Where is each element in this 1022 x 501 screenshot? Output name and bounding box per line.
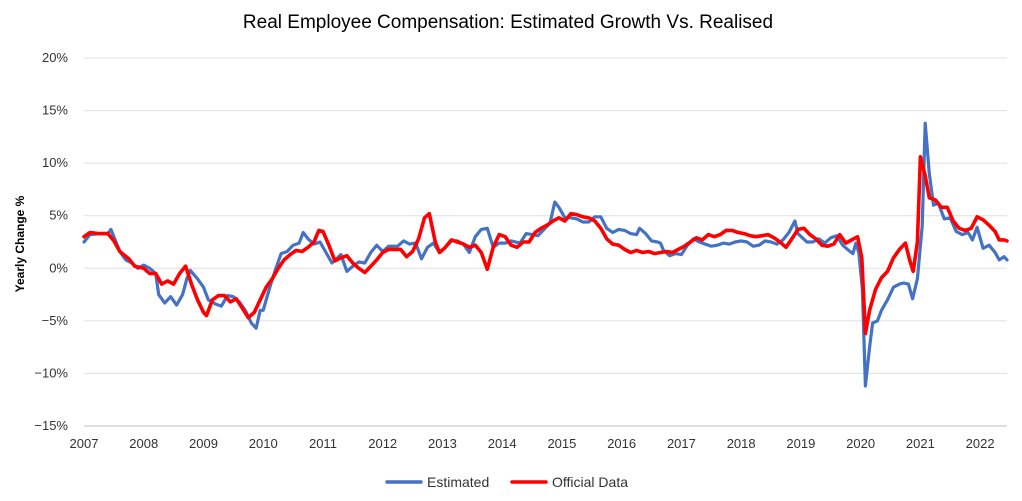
x-tick-label: 2007 [70, 436, 99, 451]
series-line-estimated [82, 121, 1009, 388]
legend-label: Official Data [552, 474, 628, 490]
x-tick-label: 2011 [309, 436, 337, 451]
x-tick-label: 2017 [667, 436, 696, 451]
y-tick-label: 20% [42, 50, 68, 65]
x-tick-label: 2012 [368, 436, 397, 451]
x-tick-label: 2015 [547, 436, 576, 451]
y-tick-label: 15% [42, 103, 68, 118]
x-tick-label: 2016 [607, 436, 636, 451]
y-axis-tick-labels: −15% −10% −5% 0% 5% 10% 15% 20% [34, 50, 68, 433]
x-tick-label: 2020 [846, 436, 875, 451]
x-tick-label: 2009 [189, 436, 218, 451]
y-tick-label: −10% [34, 365, 68, 380]
x-tick-label: 2021 [906, 436, 935, 451]
y-tick-label: 5% [49, 208, 68, 223]
gridlines [84, 57, 1007, 374]
y-tick-label: −15% [34, 418, 68, 433]
series-line-official-data [82, 155, 1009, 336]
series-lines [82, 121, 1009, 388]
x-tick-label: 2019 [786, 436, 815, 451]
y-tick-label: −5% [42, 313, 69, 328]
y-tick-label: 10% [42, 155, 68, 170]
legend-label: Estimated [427, 474, 489, 490]
x-tick-label: 2013 [428, 436, 457, 451]
x-tick-label: 2014 [488, 436, 517, 451]
x-tick-label: 2010 [249, 436, 278, 451]
chart-title: Real Employee Compensation: Estimated Gr… [243, 12, 773, 33]
y-tick-label: 0% [49, 260, 68, 275]
legend: Estimated Official Data [385, 474, 628, 490]
y-axis-label: Yearly Change % [13, 195, 27, 292]
x-axis-tick-labels: 2007 2008 2009 2010 2011 2012 2013 2014 2015 2016… [70, 436, 995, 451]
x-tick-label: 2018 [727, 436, 756, 451]
x-tick-label: 2022 [966, 436, 995, 451]
x-tick-label: 2008 [129, 436, 158, 451]
